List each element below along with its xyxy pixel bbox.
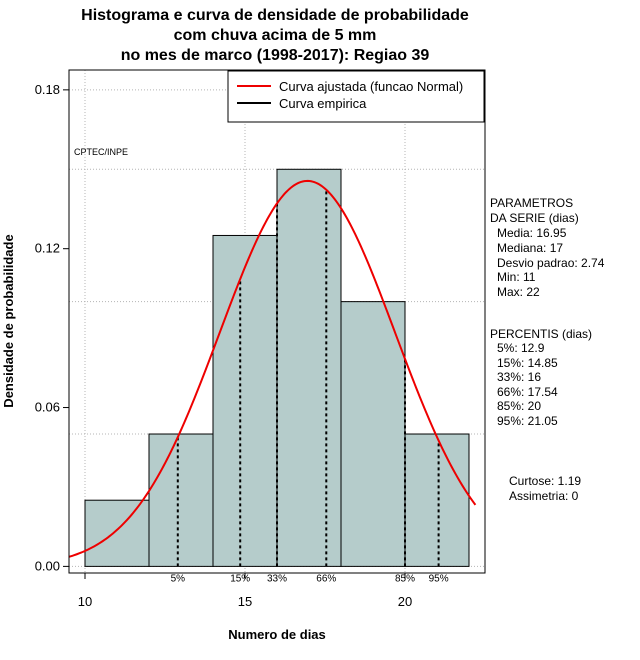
percentile-label: 5% <box>171 573 186 584</box>
y-tick-label: 0.00 <box>35 558 60 573</box>
percentil-66: 66%: 17.54 <box>497 385 558 399</box>
y-tick-label: 0.12 <box>35 241 60 256</box>
params-heading-1: PARAMETROS <box>490 196 574 210</box>
x-tick-label: 15 <box>238 594 252 609</box>
x-axis-label: Numero de dias <box>228 627 326 642</box>
percentile-label: 15% <box>230 573 250 584</box>
histogram-bar <box>276 168 342 567</box>
legend-label: Curva ajustada (funcao Normal) <box>279 79 463 94</box>
histogram-bar <box>84 499 150 567</box>
histogram-bar <box>340 301 406 567</box>
legend-label: Curva empirica <box>279 96 367 111</box>
cptec-annotation: CPTEC/INPE <box>74 147 128 157</box>
curtose-text: Curtose: 1.19 <box>509 474 582 488</box>
histogram-bar <box>212 234 278 567</box>
param-min: Min: 11 <box>497 270 536 284</box>
y-tick-label: 0.18 <box>35 82 60 97</box>
normal-fit-curve <box>68 179 477 558</box>
param-mediana: Mediana: 17 <box>497 241 564 255</box>
plot-frame <box>68 69 486 574</box>
percentile-label: 33% <box>267 573 287 584</box>
param-desvio: Desvio padrao: 2.74 <box>497 256 605 270</box>
percentil-15: 15%: 14.85 <box>497 356 558 370</box>
percentis-heading: PERCENTIS (dias) <box>490 327 593 341</box>
assimetria-text: Assimetria: 0 <box>509 489 579 503</box>
y-tick-label: 0.06 <box>35 400 60 415</box>
x-tick-label: 10 <box>78 594 92 609</box>
histogram-bar <box>148 433 214 567</box>
chart-title-line-3: no mes de marco (1998-2017): Regiao 39 <box>120 47 430 64</box>
percentil-85: 85%: 20 <box>497 399 542 413</box>
chart-title-line-2: com chuva acima de 5 mm <box>173 27 377 44</box>
percentil-33: 33%: 16 <box>497 370 542 384</box>
percentile-label: 95% <box>429 573 449 584</box>
percentil-5: 5%: 12.9 <box>497 341 545 355</box>
x-tick-label: 20 <box>398 594 412 609</box>
percentil-95: 95%: 21.05 <box>497 414 558 428</box>
y-axis-label: Densidade de probabilidade <box>1 234 16 407</box>
percentile-label: 66% <box>316 573 336 584</box>
params-heading-2: DA SERIE (dias) <box>490 211 579 225</box>
legend-box <box>227 70 485 123</box>
histogram-bar <box>404 433 470 567</box>
param-media: Media: 16.95 <box>497 226 567 240</box>
param-max: Max: 22 <box>497 285 540 299</box>
chart-title-line-1: Histograma e curva de densidade de proba… <box>81 7 469 24</box>
